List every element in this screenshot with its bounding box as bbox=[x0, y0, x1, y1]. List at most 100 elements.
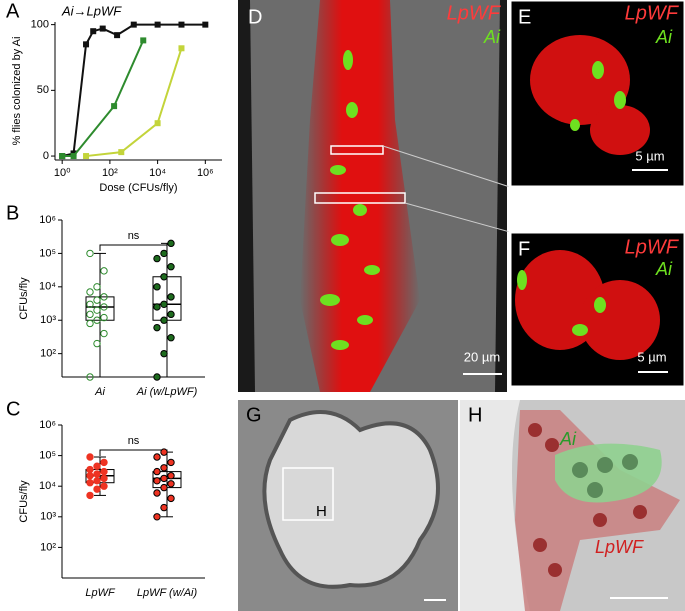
y-tick-label: 10² bbox=[40, 348, 56, 360]
data-point bbox=[100, 474, 108, 483]
y-axis-label: CFUs/fly bbox=[18, 277, 30, 320]
green-label: Ai bbox=[483, 27, 501, 47]
significance-label: ns bbox=[128, 435, 140, 447]
data-point bbox=[70, 153, 77, 160]
data-point bbox=[154, 21, 161, 28]
data-point bbox=[160, 483, 168, 492]
data-point bbox=[154, 120, 161, 127]
series-line bbox=[62, 39, 145, 158]
data-point bbox=[86, 288, 94, 296]
data-point bbox=[99, 25, 106, 32]
data-point bbox=[178, 45, 185, 52]
series-line bbox=[85, 47, 183, 158]
series-label: Ai→GF bbox=[89, 49, 134, 64]
data-point bbox=[86, 472, 94, 480]
data-point bbox=[86, 465, 94, 474]
data-point bbox=[111, 103, 118, 110]
y-tick-label: 10² bbox=[40, 541, 56, 553]
data-point bbox=[100, 329, 108, 338]
x-tick-label: Ai bbox=[94, 386, 105, 398]
data-point bbox=[153, 283, 161, 291]
tissue bbox=[262, 410, 440, 589]
data-point bbox=[100, 293, 108, 301]
red-label: LpWF bbox=[625, 236, 680, 258]
series-label: Ai→Ai bbox=[169, 91, 207, 106]
inset-label: H bbox=[316, 503, 327, 520]
data-point bbox=[167, 480, 175, 488]
panel-label: G bbox=[246, 404, 262, 426]
data-point bbox=[93, 339, 101, 348]
data-point bbox=[160, 503, 168, 512]
green-label: Ai bbox=[559, 429, 577, 449]
y-tick-label: 10⁶ bbox=[39, 214, 56, 226]
y-tick-label: 50 bbox=[37, 84, 49, 96]
data-point bbox=[160, 249, 168, 258]
data-point bbox=[86, 319, 94, 328]
y-axis-label: CFUs/fly bbox=[18, 480, 30, 523]
data-point bbox=[140, 37, 147, 44]
tissue bbox=[460, 400, 530, 611]
y-tick-label: 10⁵ bbox=[39, 450, 56, 462]
y-tick-label: 10³ bbox=[40, 511, 56, 523]
x-tick-label: LpWF (w/Ai) bbox=[137, 587, 198, 599]
scale-label: 20 µm bbox=[464, 349, 500, 364]
y-tick-label: 10⁴ bbox=[39, 281, 56, 293]
data-point bbox=[167, 472, 175, 480]
data-point bbox=[86, 310, 94, 319]
data-point bbox=[93, 283, 101, 291]
green-signal bbox=[517, 270, 606, 336]
y-axis-label: % flies colonized by Ai bbox=[11, 37, 23, 146]
data-point bbox=[86, 249, 94, 258]
panel-label: C bbox=[6, 398, 20, 420]
y-tick-label: 100 bbox=[31, 19, 49, 31]
data-point bbox=[153, 254, 161, 263]
zoom-box bbox=[330, 145, 384, 155]
data-point bbox=[153, 373, 161, 381]
x-tick-label: 10² bbox=[102, 167, 118, 179]
cells bbox=[572, 454, 638, 498]
data-point bbox=[93, 470, 101, 478]
data-point bbox=[153, 489, 161, 497]
green-label: Ai bbox=[655, 259, 673, 279]
panel-label: H bbox=[468, 404, 482, 426]
data-point bbox=[153, 467, 161, 476]
red-signal bbox=[530, 35, 650, 155]
data-point bbox=[153, 477, 161, 485]
data-point bbox=[100, 303, 108, 311]
x-tick-label: LpWF bbox=[85, 587, 116, 599]
data-point bbox=[86, 453, 94, 461]
panel-label: D bbox=[248, 6, 262, 28]
data-point bbox=[100, 482, 108, 490]
data-point bbox=[160, 273, 168, 281]
series-line bbox=[61, 23, 206, 158]
panel-label: F bbox=[518, 238, 530, 260]
data-point bbox=[153, 453, 161, 461]
y-tick-label: 10⁶ bbox=[39, 419, 56, 431]
data-point bbox=[178, 21, 185, 28]
cells bbox=[528, 423, 647, 577]
data-point bbox=[90, 28, 97, 35]
data-point bbox=[93, 485, 101, 493]
data-point bbox=[93, 477, 101, 485]
data-point bbox=[160, 464, 168, 472]
green-signal bbox=[320, 50, 380, 350]
data-point bbox=[167, 494, 175, 503]
green-signal bbox=[570, 61, 626, 131]
x-tick-label: 10⁴ bbox=[149, 167, 166, 179]
x-axis-label: Dose (CFUs/fly) bbox=[99, 182, 177, 194]
data-point bbox=[118, 149, 125, 156]
panel-label: A bbox=[6, 0, 20, 22]
data-point bbox=[100, 267, 108, 275]
data-point bbox=[114, 32, 121, 39]
data-point bbox=[93, 306, 101, 314]
data-point bbox=[83, 41, 90, 48]
y-tick-label: 0 bbox=[43, 150, 49, 162]
data-point bbox=[160, 300, 168, 308]
data-point bbox=[59, 153, 66, 160]
data-point bbox=[167, 239, 175, 248]
data-point bbox=[160, 474, 168, 483]
data-point bbox=[93, 462, 101, 470]
red-label: LpWF bbox=[595, 537, 644, 557]
zoom-box bbox=[314, 192, 406, 204]
